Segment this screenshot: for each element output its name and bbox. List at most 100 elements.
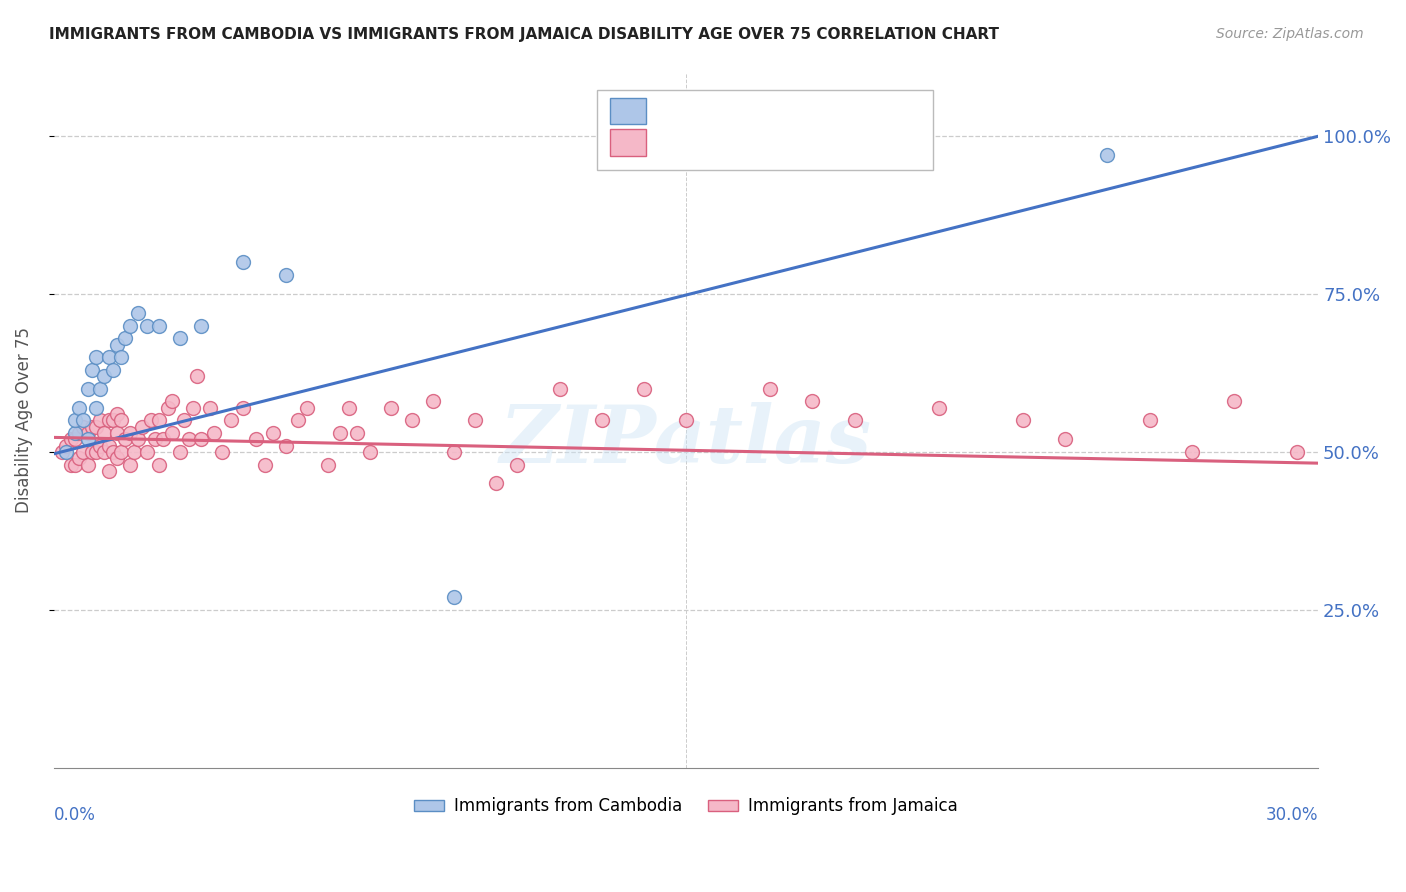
Point [232,401,254,415]
Point [177,432,200,446]
Point [1286,445,1309,459]
Point [928,401,950,415]
Point [148,413,170,427]
Point [105,407,128,421]
Point [169,331,191,345]
Point [51,445,73,459]
Point [97,413,120,427]
Point [443,445,465,459]
Text: R =   0.574: R = 0.574 [661,103,780,120]
Point [186,369,208,384]
Point [1012,413,1035,427]
Point [72,419,94,434]
Point [93,425,115,440]
Point [97,464,120,478]
Point [84,401,107,415]
Point [253,458,276,472]
Point [633,382,655,396]
Point [63,425,86,440]
Point [211,445,233,459]
Point [101,363,124,377]
Point [80,445,103,459]
Point [59,458,82,472]
Point [148,318,170,333]
Point [89,439,111,453]
FancyBboxPatch shape [598,90,932,170]
Point [72,413,94,427]
Point [93,445,115,459]
Point [422,394,444,409]
Point [63,458,86,472]
Point [232,255,254,269]
Point [118,458,141,472]
Point [675,413,697,427]
Point [105,425,128,440]
Point [1223,394,1246,409]
Point [801,394,824,409]
Point [127,432,149,446]
Point [97,439,120,453]
Point [63,432,86,446]
Text: ZIPatlas: ZIPatlas [501,402,872,480]
Point [443,590,465,604]
Point [55,445,77,459]
Point [80,419,103,434]
Point [89,413,111,427]
Text: N = 88: N = 88 [818,134,884,152]
Point [76,458,98,472]
Text: N = 27: N = 27 [818,103,884,120]
Point [110,413,132,427]
Point [401,413,423,427]
Point [329,425,352,440]
Point [101,413,124,427]
Point [316,458,339,472]
Point [156,401,179,415]
Point [118,318,141,333]
Point [464,413,486,427]
Point [548,382,571,396]
FancyBboxPatch shape [610,98,645,124]
Point [245,432,267,446]
Point [97,350,120,364]
Point [219,413,242,427]
Point [148,458,170,472]
Point [101,445,124,459]
Point [114,432,136,446]
Point [262,425,284,440]
Point [122,445,145,459]
Point [1097,148,1119,162]
Point [84,350,107,364]
Point [1181,445,1204,459]
Point [72,445,94,459]
Point [1054,432,1077,446]
Point [287,413,309,427]
Point [67,401,90,415]
Point [274,268,297,282]
FancyBboxPatch shape [610,129,645,155]
Point [114,331,136,345]
Point [295,401,318,415]
Legend: Immigrants from Cambodia, Immigrants from Jamaica: Immigrants from Cambodia, Immigrants fro… [408,790,965,822]
Point [131,419,153,434]
Point [190,432,212,446]
Point [1139,413,1161,427]
Point [67,451,90,466]
Point [67,425,90,440]
Point [110,350,132,364]
Point [76,432,98,446]
Point [135,318,157,333]
Point [105,451,128,466]
Point [169,445,191,459]
Point [591,413,613,427]
Point [844,413,866,427]
Point [152,432,174,446]
Point [143,432,166,446]
Point [59,432,82,446]
Point [105,337,128,351]
Point [160,425,183,440]
Point [759,382,782,396]
Point [346,425,368,440]
Point [359,445,381,459]
Point [202,425,225,440]
Point [380,401,402,415]
